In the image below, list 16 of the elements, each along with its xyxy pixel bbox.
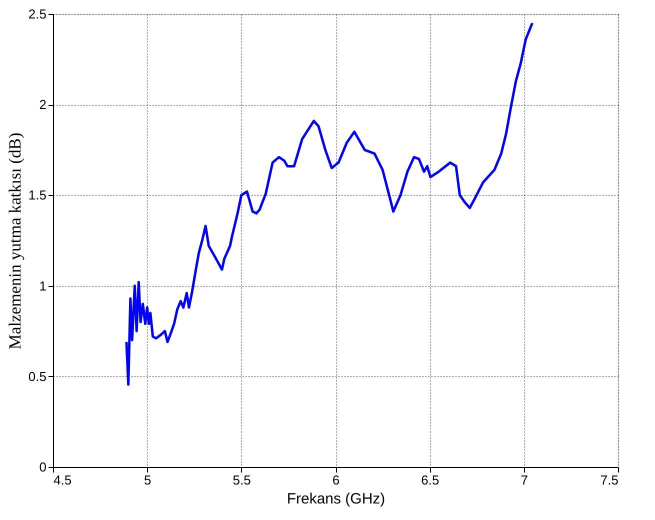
x-tick-label: 4.5: [54, 472, 72, 488]
y-tick-label: 1: [39, 278, 46, 294]
y-axis-title: Malzemenin yutma katkısı (dB): [5, 132, 24, 350]
x-tick-label: 5: [144, 472, 152, 488]
y-tick-label: 1.5: [28, 188, 46, 203]
x-tick-label: 7.5: [600, 472, 618, 488]
y-tick-label: 2.5: [28, 6, 46, 22]
x-tick-label: 5.5: [232, 472, 251, 488]
x-axis-title: Frekans (GHz): [286, 490, 386, 508]
y-tick-label: 2: [39, 97, 46, 112]
x-tick-label: 6: [332, 472, 340, 488]
x-tick-label: 6.5: [421, 472, 440, 488]
y-tick-label: 0.5: [28, 368, 46, 384]
x-tick-label: 7: [520, 472, 528, 488]
y-tick-label: 0: [39, 460, 46, 474]
line-series: [125, 22, 534, 386]
